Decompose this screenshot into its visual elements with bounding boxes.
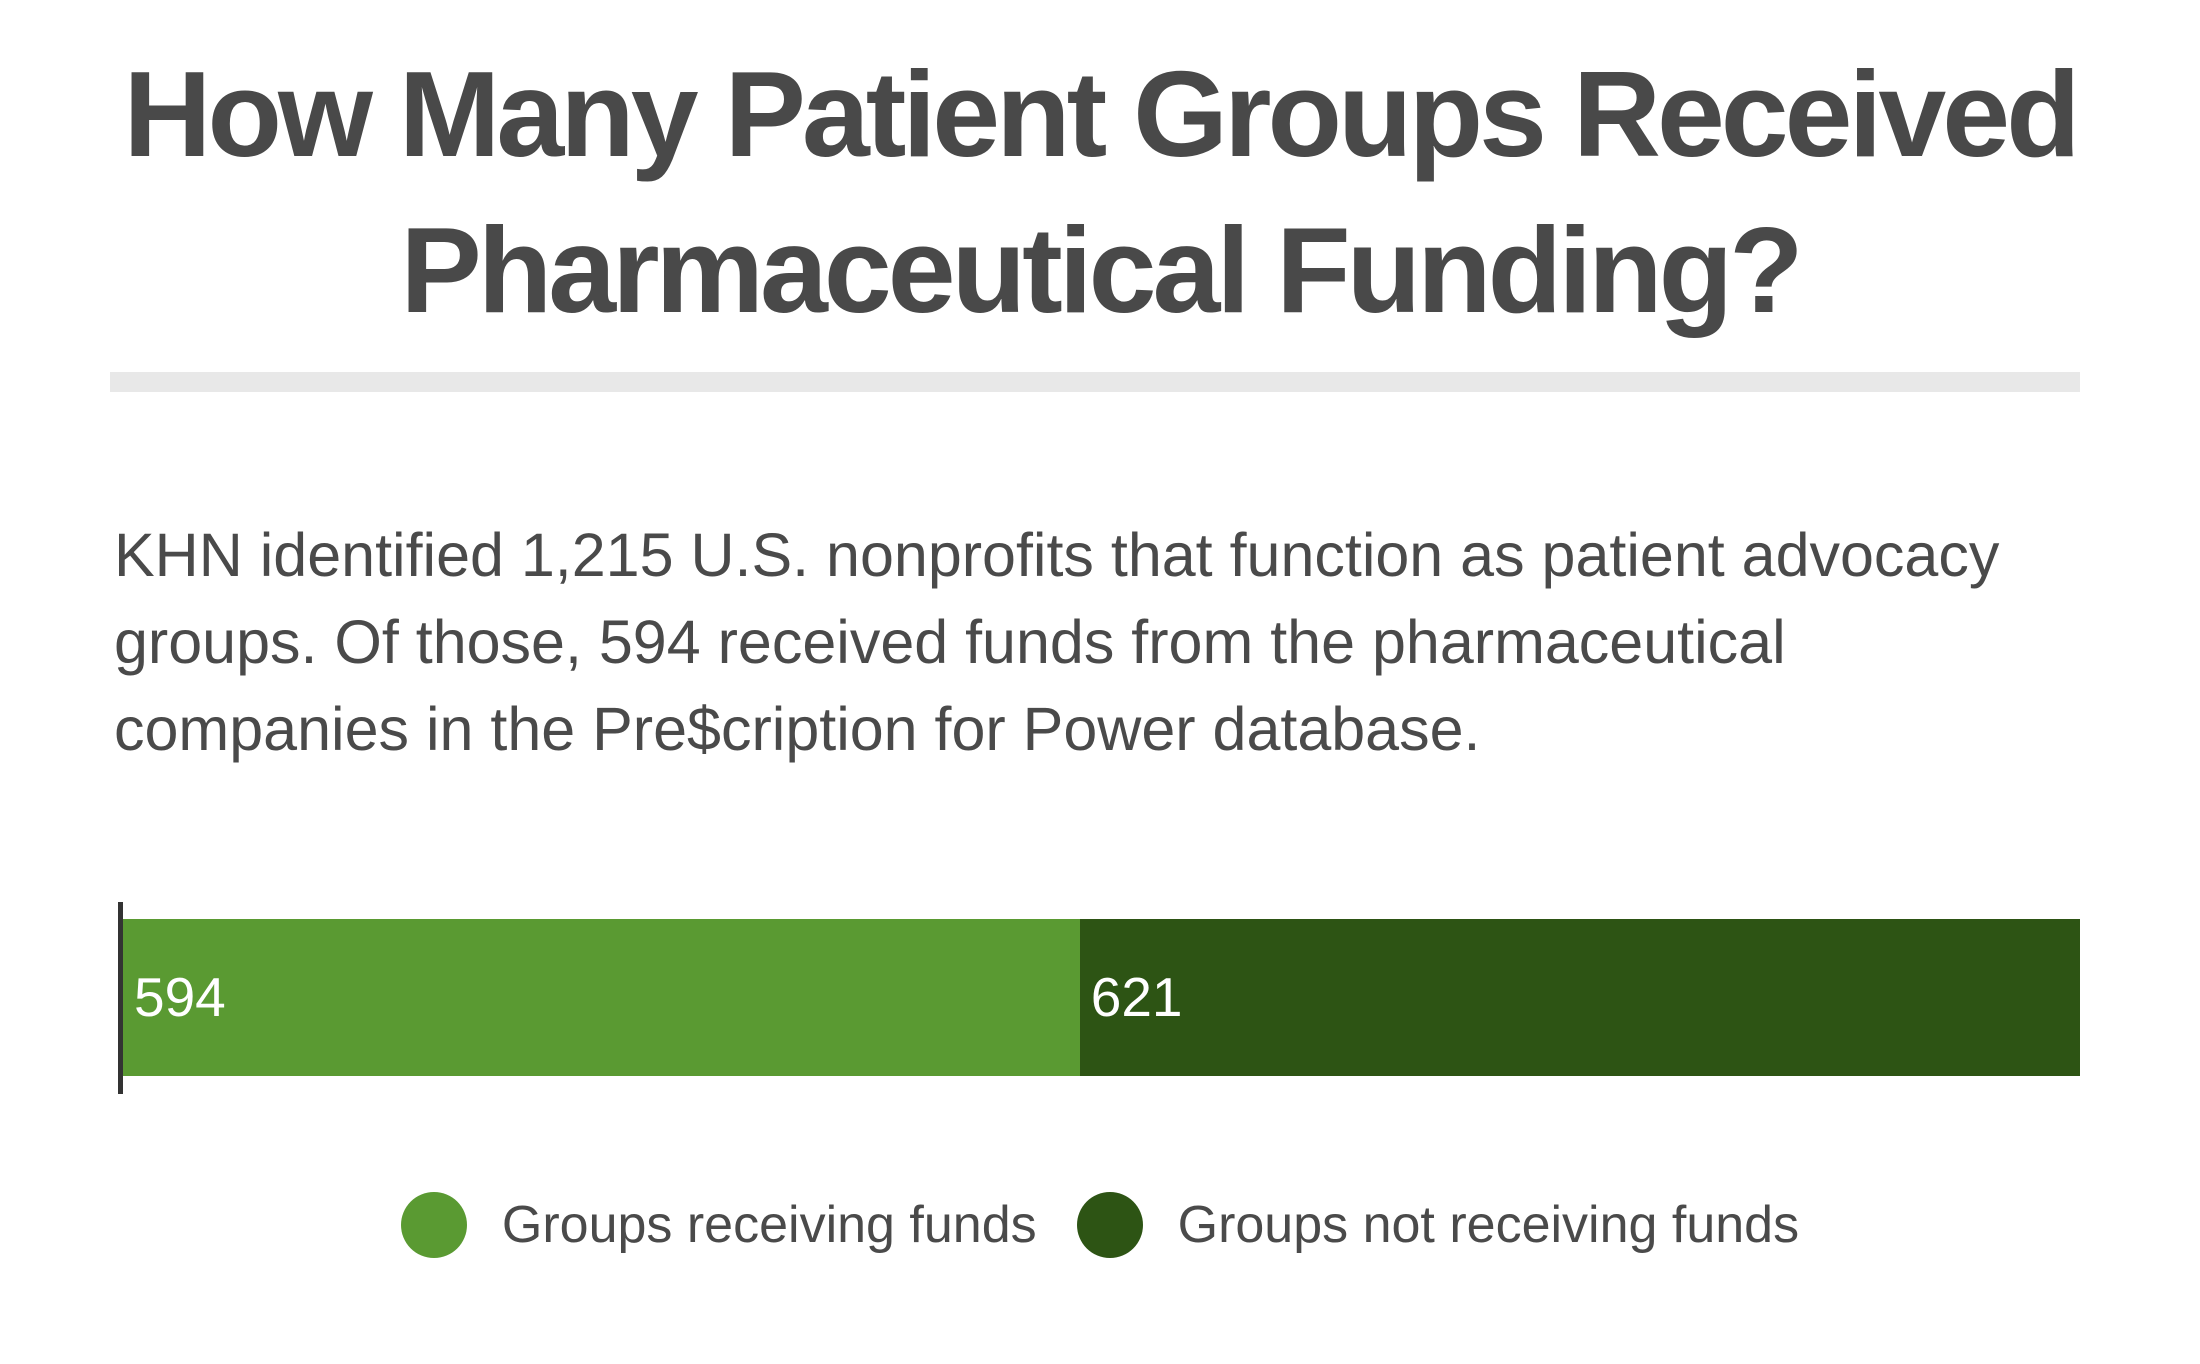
bar-segment-not-receiving-funds[interactable]: 621: [1079, 919, 2080, 1076]
page-title: How Many Patient Groups Received Pharmac…: [0, 36, 2200, 348]
page-title-line-1: How Many Patient Groups Received: [123, 46, 2080, 182]
intro-text: KHN identified 1,215 U.S. nonprofits tha…: [114, 512, 1999, 773]
chart-axis-line: [118, 902, 123, 1094]
legend-label-not-receiving-funds: Groups not receiving funds: [1177, 1196, 1800, 1254]
stacked-bar-chart: 594 621: [118, 902, 2080, 1094]
legend-dot-not-receiving-funds: [1076, 1192, 1143, 1258]
divider-rule: [110, 372, 2080, 392]
stacked-bar: 594 621: [123, 919, 2080, 1076]
bar-value-label-receiving: 594: [134, 966, 226, 1028]
intro-line-1: KHN identified 1,215 U.S. nonprofits tha…: [114, 521, 2000, 589]
intro-line-2: groups. Of those, 594 received funds fro…: [114, 608, 1786, 676]
legend-dot-receiving-funds: [400, 1192, 467, 1258]
intro-line-3: companies in the Pre$cription for Power …: [114, 695, 1481, 763]
legend-label-receiving-funds: Groups receiving funds: [501, 1196, 1037, 1254]
bar-segment-receiving-funds[interactable]: 594: [123, 919, 1080, 1076]
chart-legend: Groups receiving funds Groups not receiv…: [0, 1192, 2200, 1258]
legend-item-not-receiving-funds: Groups not receiving funds: [1076, 1192, 1800, 1258]
legend-item-receiving-funds: Groups receiving funds: [400, 1192, 1037, 1258]
page-title-line-2: Pharmaceutical Funding?: [400, 202, 1803, 338]
bar-value-label-not-receiving: 621: [1090, 966, 1183, 1028]
